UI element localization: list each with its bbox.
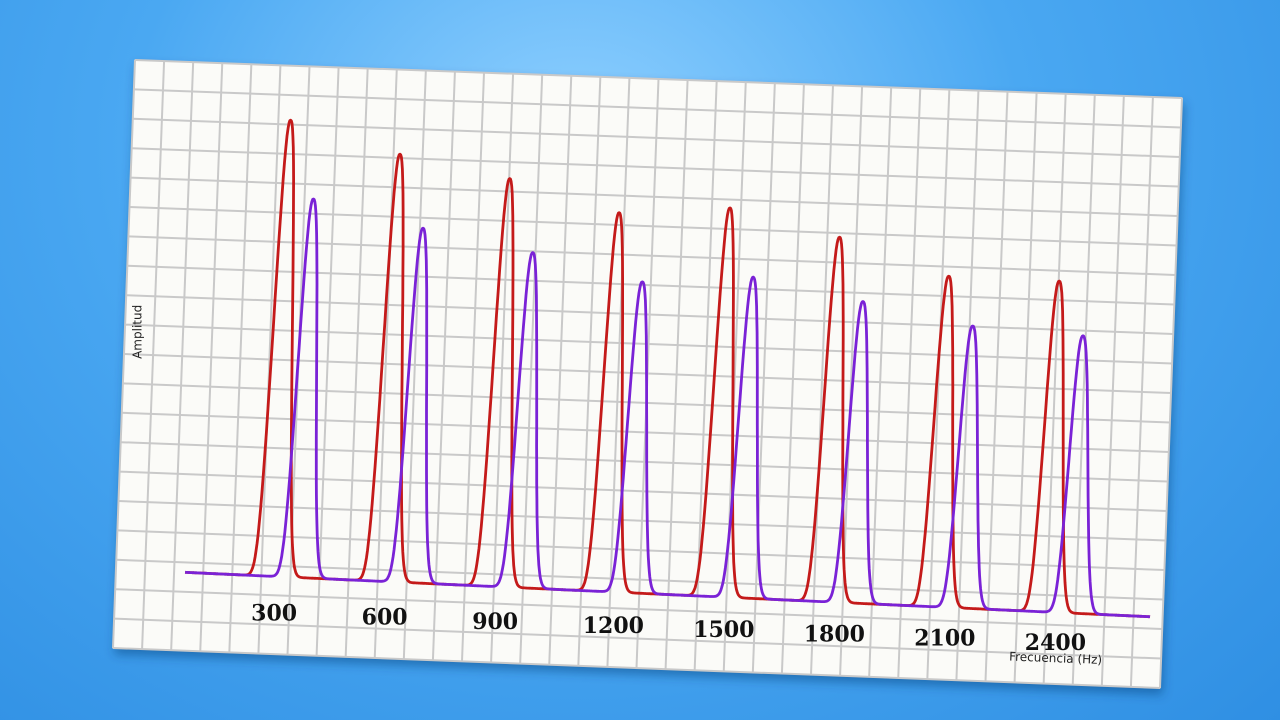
- x-tick-label: 1200: [583, 613, 644, 639]
- grid-line-horizontal: [112, 647, 1161, 689]
- grid-line-horizontal: [132, 117, 1180, 158]
- series-line-2: [184, 197, 1151, 619]
- grid-line-horizontal: [133, 88, 1181, 129]
- x-tick-label: 2400: [1025, 630, 1086, 656]
- grid-line-horizontal: [127, 264, 1175, 306]
- grid-line-horizontal: [115, 588, 1163, 630]
- chart-series: [184, 118, 1151, 619]
- y-axis-label: Amplitud: [131, 305, 145, 359]
- grid-line-horizontal: [130, 176, 1178, 217]
- x-tick-label: 1800: [804, 621, 865, 647]
- x-tick-label: 1500: [693, 617, 754, 643]
- grid-line-horizontal: [119, 470, 1167, 512]
- grid-line-horizontal: [126, 294, 1174, 335]
- x-tick-label: 2100: [914, 626, 975, 652]
- grid-line-horizontal: [128, 235, 1176, 276]
- grid-line-horizontal: [118, 500, 1166, 542]
- grid-line-horizontal: [131, 147, 1179, 188]
- x-tick-label: 600: [362, 605, 408, 631]
- grid-line-horizontal: [120, 441, 1168, 483]
- grid-line-horizontal: [116, 558, 1164, 601]
- x-tick-label: 300: [251, 600, 297, 626]
- chart-grid: [112, 59, 1183, 689]
- grid-line-horizontal: [134, 59, 1183, 99]
- chart-card: 300 600 900 1200 1500 1800 2100 2400 Amplitud F…: [112, 59, 1183, 689]
- x-axis-label: Frecuencia (Hz): [1009, 650, 1103, 667]
- x-tick-labels: 300 600 900 1200 1500 1800 2100 2400: [251, 600, 1086, 655]
- grid-line-horizontal: [129, 206, 1177, 247]
- grid-line-horizontal: [114, 617, 1162, 660]
- x-tick-label: 900: [472, 609, 518, 635]
